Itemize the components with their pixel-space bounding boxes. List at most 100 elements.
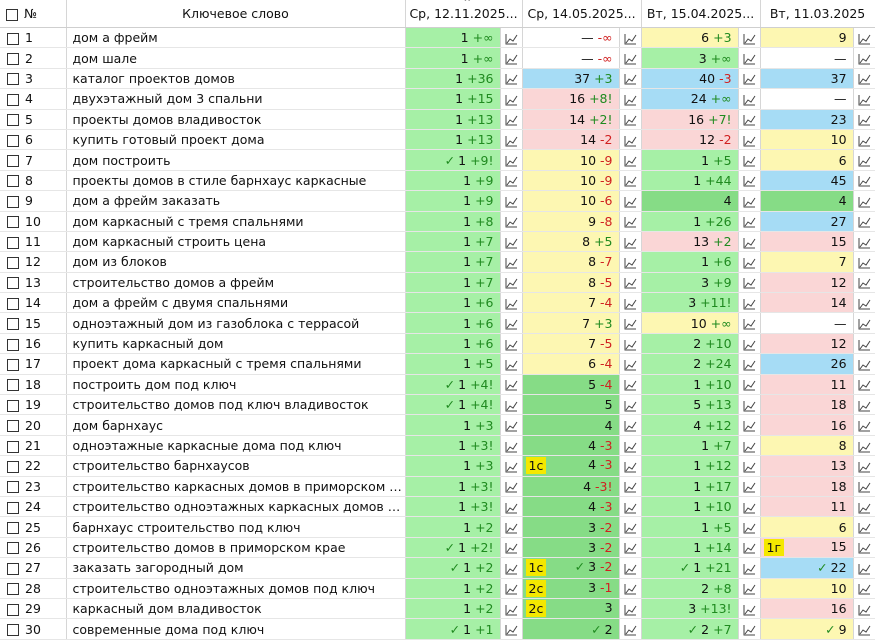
chart-icon[interactable] — [743, 336, 756, 351]
keyword-cell[interactable]: дом а фрейм — [66, 27, 406, 49]
chart-icon[interactable] — [858, 397, 871, 412]
chart-icon[interactable] — [743, 71, 756, 86]
chart-cell[interactable] — [500, 272, 523, 294]
table-row[interactable]: 1 дом а фрейм 1 +∞ — -∞ 6 +3 9 — [0, 27, 875, 49]
chart-cell[interactable] — [619, 312, 642, 334]
row-checkbox[interactable] — [7, 583, 19, 596]
row-checkbox[interactable] — [7, 399, 19, 412]
chart-icon[interactable] — [858, 560, 871, 575]
keyword-cell[interactable]: построить дом под ключ — [66, 374, 406, 396]
chart-icon[interactable] — [624, 336, 637, 351]
chart-icon[interactable] — [505, 560, 518, 575]
chart-icon[interactable] — [624, 112, 637, 127]
row-checkbox[interactable] — [7, 73, 19, 86]
row-checkbox[interactable] — [7, 420, 19, 433]
chart-icon[interactable] — [505, 499, 518, 514]
chart-icon[interactable] — [743, 132, 756, 147]
chart-icon[interactable] — [505, 275, 518, 290]
chart-cell[interactable] — [500, 149, 523, 171]
chart-cell[interactable] — [738, 190, 761, 212]
chart-icon[interactable] — [624, 418, 637, 433]
chart-icon[interactable] — [624, 499, 637, 514]
chart-icon[interactable] — [858, 30, 871, 45]
chart-icon[interactable] — [858, 112, 871, 127]
row-checkbox[interactable] — [7, 134, 19, 147]
chart-cell[interactable] — [738, 272, 761, 294]
row-checkbox[interactable] — [7, 522, 19, 535]
chart-icon[interactable] — [624, 30, 637, 45]
row-checkbox[interactable] — [7, 440, 19, 453]
chart-icon[interactable] — [858, 418, 871, 433]
chart-icon[interactable] — [505, 356, 518, 371]
row-checkbox[interactable] — [7, 277, 19, 290]
chart-cell[interactable] — [738, 516, 761, 538]
row-checkbox[interactable] — [7, 542, 19, 555]
keyword-cell[interactable]: каркасный дом владивосток — [66, 598, 406, 620]
chart-icon[interactable] — [624, 214, 637, 229]
chart-cell[interactable] — [500, 88, 523, 110]
chart-icon[interactable] — [858, 132, 871, 147]
chart-cell[interactable] — [853, 149, 875, 171]
chart-cell[interactable] — [738, 496, 761, 518]
chart-icon[interactable] — [624, 377, 637, 392]
chart-cell[interactable] — [500, 333, 523, 355]
row-checkbox[interactable] — [7, 216, 19, 229]
chart-icon[interactable] — [858, 377, 871, 392]
chart-icon[interactable] — [505, 173, 518, 188]
chart-icon[interactable] — [858, 581, 871, 596]
row-checkbox[interactable] — [7, 624, 19, 637]
chart-icon[interactable] — [505, 601, 518, 616]
chart-cell[interactable] — [500, 414, 523, 436]
chart-icon[interactable] — [624, 479, 637, 494]
chart-icon[interactable] — [743, 91, 756, 106]
chart-icon[interactable] — [505, 112, 518, 127]
chart-cell[interactable] — [619, 88, 642, 110]
chart-cell[interactable] — [500, 455, 523, 477]
chart-icon[interactable] — [858, 51, 871, 66]
keyword-cell[interactable]: купить готовый проект дома — [66, 129, 406, 151]
row-checkbox[interactable] — [7, 318, 19, 331]
chart-cell[interactable] — [738, 47, 761, 69]
chart-cell[interactable] — [738, 27, 761, 49]
row-checkbox[interactable] — [7, 379, 19, 392]
chart-icon[interactable] — [505, 520, 518, 535]
chart-cell[interactable] — [619, 27, 642, 49]
column-header-keyword[interactable]: Ключевое слово — [66, 0, 406, 28]
chart-cell[interactable] — [738, 149, 761, 171]
keyword-cell[interactable]: дом барнхаус — [66, 414, 406, 436]
table-row[interactable]: 6 купить готовый проект дома 1 +13 14 -2 12 … — [0, 129, 875, 151]
chart-cell[interactable] — [853, 537, 875, 559]
chart-icon[interactable] — [858, 173, 871, 188]
chart-cell[interactable] — [738, 557, 761, 579]
chart-icon[interactable] — [858, 601, 871, 616]
keyword-cell[interactable]: купить каркасный дом — [66, 333, 406, 355]
chart-cell[interactable] — [619, 231, 642, 253]
chart-cell[interactable] — [853, 435, 875, 457]
chart-cell[interactable] — [853, 414, 875, 436]
chart-icon[interactable] — [624, 397, 637, 412]
chart-icon[interactable] — [743, 51, 756, 66]
chart-cell[interactable] — [853, 129, 875, 151]
chart-icon[interactable] — [624, 173, 637, 188]
keyword-cell[interactable]: проект дома каркасный с тремя спальнями — [66, 353, 406, 375]
chart-icon[interactable] — [505, 193, 518, 208]
chart-cell[interactable] — [853, 618, 875, 640]
chart-cell[interactable] — [738, 578, 761, 599]
keyword-cell[interactable]: одноэтажный дом из газоблока с террасой — [66, 312, 406, 334]
chart-cell[interactable] — [619, 557, 642, 579]
chart-cell[interactable] — [738, 455, 761, 477]
table-row[interactable]: 8 проекты домов в стиле барнхаус каркасны… — [0, 170, 875, 192]
chart-cell[interactable] — [619, 455, 642, 477]
chart-icon[interactable] — [505, 214, 518, 229]
row-checkbox[interactable] — [7, 93, 19, 106]
chart-icon[interactable] — [858, 622, 871, 637]
row-checkbox[interactable] — [7, 195, 19, 208]
chart-icon[interactable] — [505, 336, 518, 351]
chart-cell[interactable] — [853, 109, 875, 130]
chart-cell[interactable] — [619, 211, 642, 232]
chart-cell[interactable] — [738, 333, 761, 355]
table-row[interactable]: 9 дом а фрейм заказать 1 +9 10 -6 4 4 — [0, 190, 875, 212]
chart-cell[interactable] — [619, 414, 642, 436]
chart-icon[interactable] — [858, 275, 871, 290]
chart-cell[interactable] — [738, 374, 761, 396]
